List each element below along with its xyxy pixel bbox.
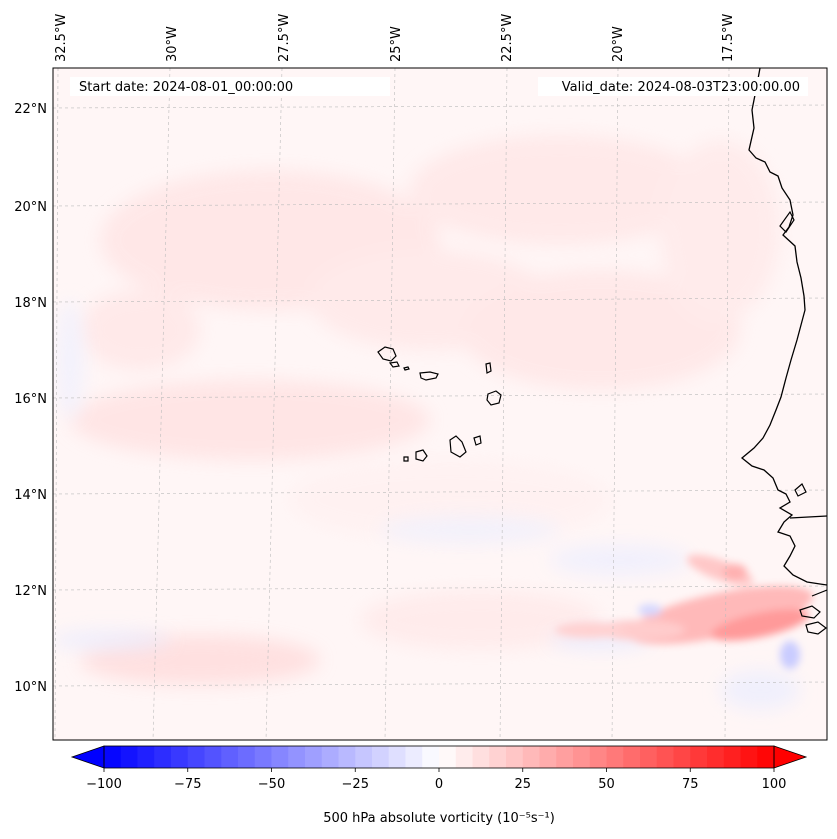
- colorbar-cell: [288, 746, 306, 768]
- colorbar-cell: [690, 746, 708, 768]
- longitude-label: 32.5°W: [54, 14, 69, 62]
- map-frame: [52, 67, 828, 741]
- colorbar-tick-label: 75: [682, 777, 699, 792]
- cape-verde-islands: [377, 346, 502, 462]
- colorbar-cell: [623, 746, 641, 768]
- island-maio: [473, 435, 482, 446]
- colorbar-cell: [573, 746, 591, 768]
- island-santa-luzia: [403, 366, 410, 371]
- start-date-label: Start date: 2024-08-01_00:00:00: [79, 80, 293, 95]
- colorbar-cell: [120, 746, 138, 768]
- latitude-label: 14°N: [14, 488, 47, 503]
- longitude-label: 22.5°W: [500, 14, 515, 62]
- colorbar-cell: [321, 746, 339, 768]
- colorbar-cell: [506, 746, 524, 768]
- colorbar-cell: [740, 746, 758, 768]
- colorbar-cell: [439, 746, 457, 768]
- colorbar: −100 −75 −50 −25 0 25 50 75 100 500 hPa absolute…: [70, 745, 808, 826]
- african-coastline: [740, 68, 827, 586]
- colorbar-cell: [640, 746, 658, 768]
- vorticity-field: [53, 68, 827, 740]
- valid-date-label: Valid_date: 2024-08-03T23:00:00.00: [562, 80, 800, 95]
- colorbar-label: 500 hPa absolute vorticity (10⁻⁵s⁻¹): [323, 811, 555, 826]
- colorbar-cell: [556, 746, 574, 768]
- latitude-label: 20°N: [14, 200, 47, 215]
- colorbar-cell: [104, 746, 122, 768]
- colorbar-cell: [221, 746, 239, 768]
- colorbar-cell: [171, 746, 189, 768]
- colorbar-tick-label: −50: [258, 777, 285, 792]
- latitude-label: 18°N: [14, 296, 47, 311]
- island-fogo: [415, 449, 428, 462]
- island-sal: [485, 362, 492, 374]
- colorbar-cell: [187, 746, 205, 768]
- colorbar-cell: [606, 746, 624, 768]
- colorbar-cell: [589, 746, 607, 768]
- colorbar-cell: [707, 746, 725, 768]
- colorbar-cell: [271, 746, 289, 768]
- map-panel: Start date: 2024-08-01_00:00:00 Valid_da…: [52, 67, 828, 741]
- graticule: [53, 68, 827, 740]
- colorbar-cell: [673, 746, 691, 768]
- colorbar-cell: [757, 746, 775, 768]
- island-boa-vista: [486, 390, 502, 406]
- latitude-label: 12°N: [14, 584, 47, 599]
- start-date-box: [70, 77, 390, 96]
- island-brava: [403, 456, 409, 462]
- colorbar-cell: [489, 746, 507, 768]
- longitude-label: 17.5°W: [721, 14, 736, 62]
- colorbar-cell: [305, 746, 323, 768]
- island-sao-vicente: [388, 361, 400, 368]
- colorbar-cell: [137, 746, 155, 768]
- longitude-label: 25°W: [389, 26, 404, 62]
- colorbar-cell: [355, 746, 373, 768]
- valid-date-box: [538, 77, 808, 96]
- colorbar-cell: [539, 746, 557, 768]
- colorbar-cell: [723, 746, 741, 768]
- colorbar-cell: [388, 746, 406, 768]
- colorbar-cell: [154, 746, 172, 768]
- colorbar-cell: [656, 746, 674, 768]
- colorbar-tick-label: −75: [174, 777, 201, 792]
- colorbar-cell: [204, 746, 222, 768]
- colorbar-overflow-triangle: [773, 745, 808, 769]
- colorbar-cell: [254, 746, 272, 768]
- longitude-label: 27.5°W: [277, 14, 292, 62]
- latitude-label: 16°N: [14, 392, 47, 407]
- colorbar-cell: [338, 746, 356, 768]
- colorbar-tick-label: 100: [762, 777, 787, 792]
- latitude-label: 22°N: [14, 102, 47, 117]
- longitude-labels: 32.5°W 30°W 27.5°W 25°W 22.5°W 20°W 17.5°W: [54, 14, 736, 62]
- colorbar-cell: [472, 746, 490, 768]
- colorbar-underflow-triangle: [70, 745, 105, 769]
- latitude-labels: 22°N 20°N 18°N 16°N 14°N 12°N 10°N: [14, 102, 47, 695]
- island-santo-antao: [377, 346, 397, 362]
- colorbar-cell: [238, 746, 256, 768]
- colorbar-cell: [422, 746, 440, 768]
- latitude-label: 10°N: [14, 680, 47, 695]
- colorbar-cell: [455, 746, 473, 768]
- colorbar-cell: [405, 746, 423, 768]
- colorbar-tick-label: 25: [514, 777, 531, 792]
- longitude-label: 20°W: [611, 26, 626, 62]
- island-sao-nicolau: [419, 371, 439, 381]
- colorbar-tick-label: −100: [86, 777, 122, 792]
- colorbar-tick-label: −25: [342, 777, 369, 792]
- colorbar-cell: [372, 746, 390, 768]
- island-santiago: [449, 435, 467, 458]
- longitude-label: 30°W: [165, 26, 180, 62]
- colorbar-cell: [522, 746, 540, 768]
- colorbar-tick-label: 50: [598, 777, 615, 792]
- colorbar-tick-label: 0: [435, 777, 443, 792]
